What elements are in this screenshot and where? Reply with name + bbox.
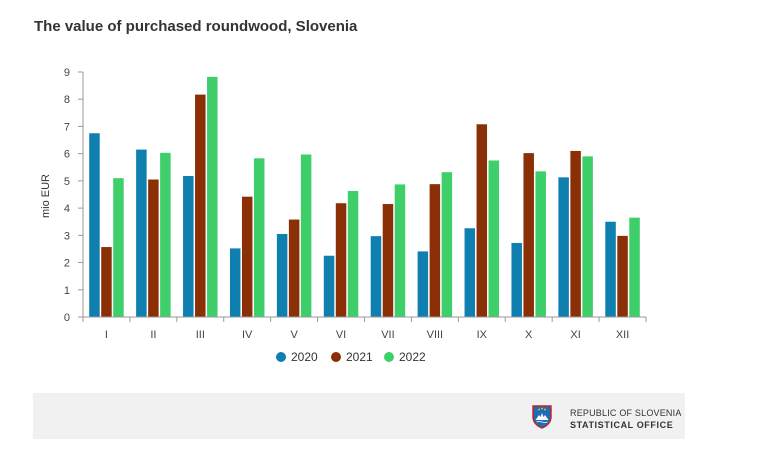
footer-bar [33, 393, 685, 439]
y-tick-label: 9 [64, 67, 70, 79]
legend-label: 2020 [291, 350, 318, 364]
bar-2021-III [195, 94, 206, 317]
bar-2021-XI [570, 150, 581, 317]
bar-2020-IV [229, 248, 241, 317]
x-tick-label: X [525, 329, 533, 341]
bar-2021-II [148, 179, 159, 317]
x-tick-label: VIII [427, 329, 444, 341]
legend-label: 2021 [346, 350, 373, 364]
bars-group [89, 76, 640, 318]
x-tick-label: I [105, 329, 108, 341]
bar-2022-III [207, 76, 218, 318]
bar-2022-XI [582, 156, 593, 317]
slovenia-coat-of-arms-icon [532, 405, 552, 429]
bar-2020-VII [370, 236, 382, 317]
legend-item-2022[interactable]: 2022 [384, 350, 426, 364]
y-tick-label: 5 [64, 176, 70, 188]
bar-2022-X [535, 171, 546, 317]
bar-2020-VIII [417, 251, 429, 317]
bar-2022-VII [394, 184, 406, 317]
x-tick-label: XII [616, 329, 629, 341]
x-tick-label: VI [336, 329, 346, 341]
chart-title: The value of purchased roundwood, Sloven… [34, 18, 358, 35]
bar-2020-V [276, 233, 288, 317]
legend-marker [331, 352, 341, 362]
x-tick-label: XI [570, 329, 580, 341]
bar-2022-II [160, 152, 171, 317]
bar-2022-VI [347, 190, 359, 317]
chart-legend: 2020 2021 2022 [0, 350, 762, 368]
y-tick-label: 1 [64, 285, 70, 297]
bar-2022-XII [629, 217, 640, 317]
x-tick-label: IX [477, 329, 488, 341]
legend-marker [384, 352, 394, 362]
bar-2021-VIII [429, 184, 441, 317]
y-axis: 0 1 2 3 4 5 6 7 8 9 [64, 67, 84, 324]
y-axis-label: mio EUR [40, 174, 52, 218]
x-tick-label: II [150, 329, 156, 341]
x-axis: I II III IV V VI VII VIII IX X XI XII [82, 316, 647, 341]
x-tick-label: IV [242, 329, 253, 341]
bar-2021-IV [241, 196, 253, 317]
y-tick-label: 0 [64, 312, 70, 324]
bar-2022-V [300, 154, 312, 317]
bar-2021-VI [335, 203, 347, 317]
bar-2020-XI [558, 177, 569, 317]
x-tick-label: III [196, 329, 205, 341]
y-tick-label: 4 [64, 203, 70, 215]
bar-2022-IX [488, 160, 500, 317]
bar-2020-X [511, 242, 522, 317]
bar-2021-XII [617, 235, 628, 317]
bar-2020-XII [605, 221, 616, 317]
legend-marker [276, 352, 286, 362]
y-tick-label: 7 [64, 121, 70, 133]
legend-item-2021[interactable]: 2021 [331, 350, 373, 364]
x-tick-label: VII [381, 329, 394, 341]
bar-2020-VI [323, 255, 335, 317]
bar-2020-II [136, 149, 147, 317]
x-tick-label: V [290, 329, 298, 341]
bar-2021-IX [476, 124, 488, 318]
bar-2021-VII [382, 204, 394, 317]
bar-2022-VIII [441, 172, 453, 317]
bar-2021-V [288, 219, 300, 317]
organization-name: REPUBLIC OF SLOVENIA STATISTICAL OFFICE [570, 407, 682, 431]
bar-2020-III [183, 175, 194, 317]
bar-2022-I [113, 178, 124, 317]
y-tick-label: 3 [64, 230, 70, 242]
y-tick-label: 8 [64, 94, 70, 106]
org-line1: REPUBLIC OF SLOVENIA [570, 408, 682, 418]
org-line2: STATISTICAL OFFICE [570, 420, 674, 430]
bar-2020-IX [464, 228, 476, 317]
bar-2021-X [523, 153, 534, 317]
bar-2020-I [89, 133, 100, 317]
bar-2021-I [101, 247, 112, 317]
bar-2022-IV [253, 158, 265, 317]
legend-item-2020[interactable]: 2020 [276, 350, 318, 364]
y-tick-label: 6 [64, 149, 70, 161]
legend-label: 2022 [399, 350, 426, 364]
y-tick-label: 2 [64, 258, 70, 270]
